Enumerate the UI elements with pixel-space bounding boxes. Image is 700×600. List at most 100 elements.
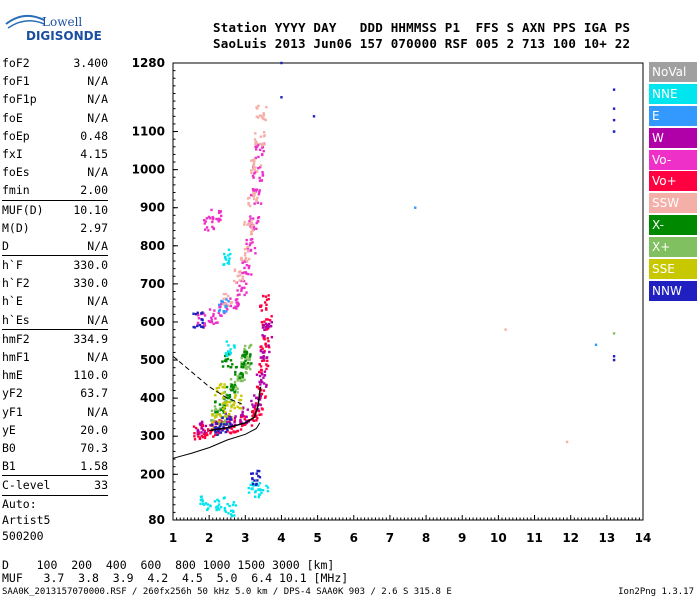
echo-point [233,421,236,424]
series-vo [192,294,273,441]
echo-point [231,388,234,392]
echo-point [612,355,616,358]
echo-point [249,483,252,487]
echo-point [414,206,417,209]
echo-point [265,383,268,387]
y-tick-label: 300 [140,429,165,443]
echo-point [265,318,268,321]
echo-point [253,138,257,141]
series-nne [199,248,270,518]
echo-point [255,227,258,230]
echo-point [228,395,232,399]
echo-point [227,396,230,400]
echo-point [261,145,265,149]
echo-point [255,115,259,118]
param-value: N/A [87,165,108,180]
echo-point [233,268,237,271]
echo-point [255,419,258,422]
echo-point [217,386,221,389]
legend-item: X+ [649,237,697,258]
echo-point [212,312,215,316]
echo-point [204,424,208,428]
echo-point [229,418,232,421]
echo-point [228,393,231,397]
echo-point [219,218,222,222]
echo-point [265,328,268,331]
echo-point [236,301,240,305]
echo-point [240,421,243,424]
echo-point [251,217,255,220]
echo-point [230,404,233,407]
echo-point [265,356,268,360]
echo-point [504,328,507,331]
echo-point [250,224,254,228]
echo-point [244,349,247,352]
echo-point [200,431,203,434]
param-row: B1 1.58 [2,457,108,475]
echo-point [245,291,248,294]
echo-point [196,430,200,433]
echo-point [254,190,258,193]
echo-point [222,407,225,411]
echo-point [214,400,217,403]
echo-point [222,425,225,429]
legend-item: Vo- [649,149,697,170]
echo-point [259,142,262,146]
echo-point [265,326,269,330]
echo-point [252,188,255,192]
param-value: N/A [87,110,108,125]
echo-point [261,489,265,492]
param-separator [2,328,108,330]
echo-point [221,365,225,368]
echo-point [210,316,213,319]
echo-point [256,216,260,220]
echo-point [261,153,264,157]
echo-point [260,378,263,382]
echo-point [200,325,203,329]
legend-item: SSW [649,193,697,214]
y-tick-label: 1000 [132,163,165,177]
echo-point [258,148,262,152]
echo-point [217,423,221,426]
echo-point [200,421,203,425]
echo-point [247,222,250,225]
echo-point [263,370,267,373]
echo-point [264,385,268,388]
echo-point [245,238,248,242]
echo-point [245,415,248,419]
echo-point [249,353,252,356]
echo-point [220,419,223,423]
echo-point [258,493,261,497]
echo-point [197,431,201,434]
echo-point [251,472,255,475]
echo-point [226,427,229,430]
echo-point [251,174,255,178]
echo-point [257,484,260,487]
y-tick-label: 400 [140,391,165,405]
echo-point [225,385,229,389]
echo-point [263,351,266,354]
echo-point [227,352,231,355]
echo-point [249,367,252,371]
echo-point [204,220,207,223]
echo-point [250,424,254,427]
echo-point [229,301,232,304]
echo-point [217,209,221,213]
echo-point [236,405,239,409]
echo-point [258,481,262,485]
echo-point [201,321,204,325]
echo-point [226,304,230,307]
y-tick-label: 500 [140,353,165,367]
echo-point [253,394,256,397]
echo-point [249,193,253,197]
echo-point [222,402,225,405]
echo-point [233,401,236,404]
echo-point [255,141,258,144]
echo-point [257,488,260,491]
echo-point [263,117,266,121]
echo-point [265,308,268,311]
echo-point [219,314,222,317]
echo-point [233,344,236,347]
echo-point [214,420,217,423]
param-label: h`E [2,294,23,309]
